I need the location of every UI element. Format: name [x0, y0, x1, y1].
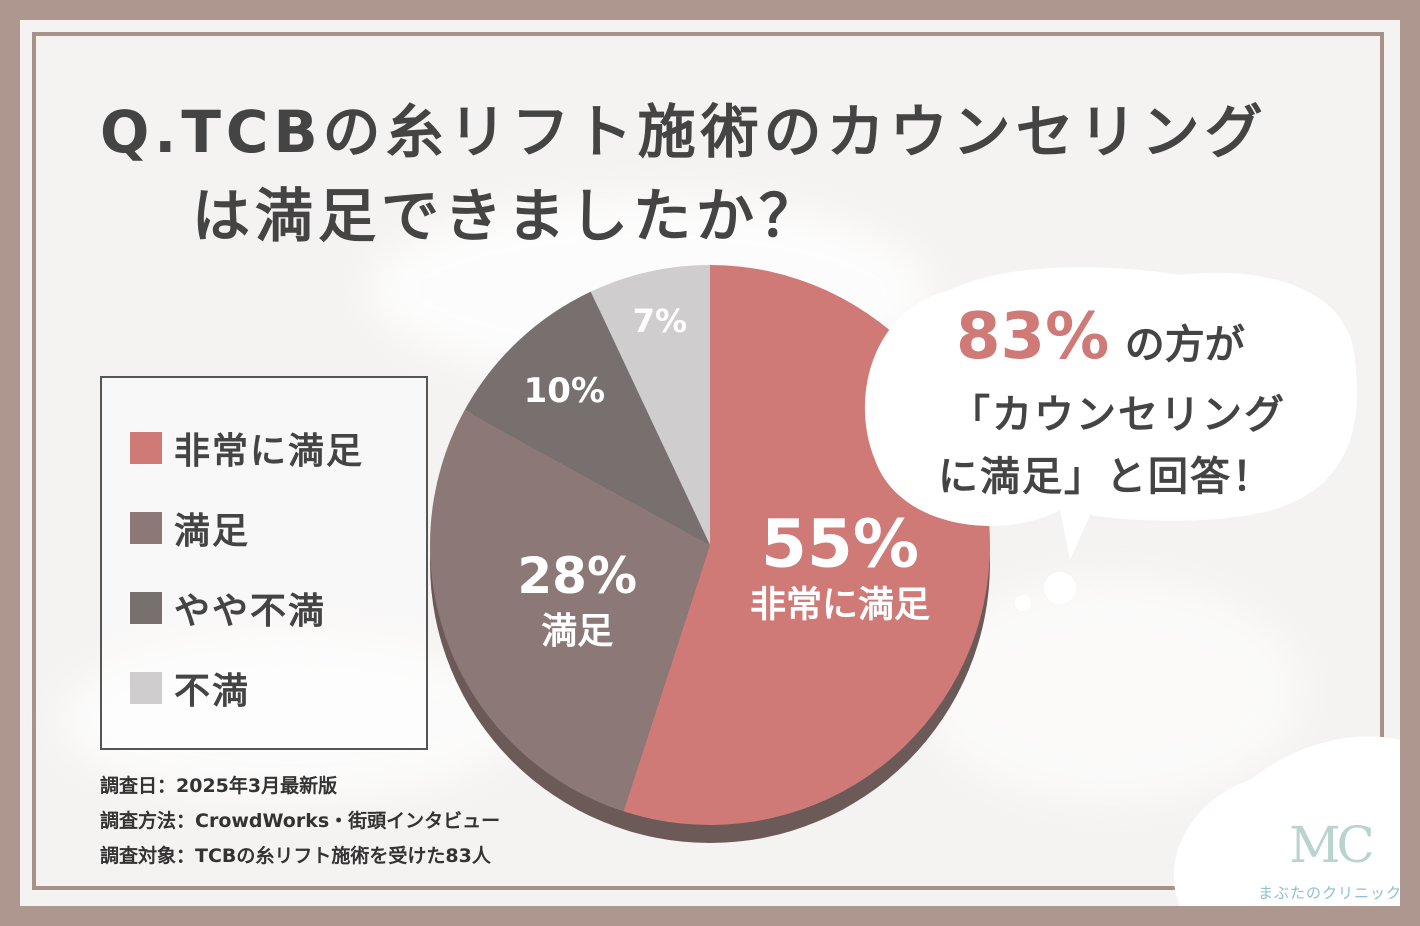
- note-survey-method: 調査方法：CrowdWorks・街頭インタビュー: [100, 810, 501, 832]
- note-survey-date: 調査日：2025年3月最新版: [100, 775, 338, 797]
- legend-label: 満足: [174, 511, 251, 552]
- slice-percent-label-3: 7%: [633, 302, 687, 340]
- chart-title: Q.TCBの糸リフト施術のカウンセリング は満足できましたか？: [100, 90, 1268, 258]
- logo-mark: MC: [1289, 816, 1374, 874]
- title-line-1: Q.TCBの糸リフト施術のカウンセリング: [100, 98, 1268, 166]
- slice-percent-label-0: 55%: [761, 506, 919, 583]
- legend-label: 非常に満足: [174, 431, 365, 472]
- bubble-dot-small: [1015, 595, 1031, 611]
- legend-swatch: [130, 672, 162, 704]
- legend: 非常に満足 満足 やや不満 不満: [100, 376, 428, 750]
- slice-percent-label-2: 10%: [524, 371, 605, 411]
- slice-percent-label-1: 28%: [517, 547, 637, 605]
- legend-swatch: [130, 432, 162, 464]
- title-line-2: は満足できましたか？: [192, 182, 823, 250]
- legend-label: 不満: [174, 671, 251, 712]
- logo-name: まぶたのクリニック: [1257, 884, 1400, 902]
- legend-swatch: [130, 592, 162, 624]
- slice-category-label-1: 満足: [541, 611, 613, 652]
- survey-notes: 調査日：2025年3月最新版 調査方法：CrowdWorks・街頭インタビュー …: [100, 772, 500, 877]
- callout-line-1: 83% の方が: [956, 300, 1245, 374]
- legend-item-satisfied: 満足: [130, 502, 250, 554]
- slice-category-label-0: 非常に満足: [750, 585, 930, 626]
- logo-backdrop: [1173, 736, 1400, 906]
- legend-item-very-satisfied: 非常に満足: [130, 422, 364, 474]
- callout-line-3: に満足」と回答！: [938, 454, 1274, 500]
- speech-bubble-shape: [864, 267, 1358, 560]
- pie-slice-2: [464, 291, 710, 545]
- pie-slice-1: [429, 410, 710, 812]
- legend-label: やや不満: [174, 591, 327, 632]
- speech-bubble: [864, 267, 1358, 611]
- inner-frame: [32, 32, 1384, 890]
- callout-percent: 83%: [956, 300, 1110, 374]
- note-survey-target: 調査対象：TCBの糸リフト施術を受けた83人: [100, 845, 491, 867]
- legend-swatch: [130, 512, 162, 544]
- bubble-dot-large: [1044, 572, 1076, 604]
- legend-item-dissatisfied: 不満: [130, 662, 250, 714]
- infographic-card: Q.TCBの糸リフト施術のカウンセリング は満足できましたか？ 非常に満足 満足…: [20, 20, 1400, 906]
- legend-item-slightly-dissatisfied: やや不満: [130, 582, 326, 634]
- callout-line-2: 「カウンセリング: [950, 392, 1286, 438]
- pie-chart: 55%非常に満足 28% 満足 10% 7%: [429, 265, 990, 843]
- pie-slice-3: [590, 265, 710, 545]
- callout-text-1: の方が: [1124, 322, 1245, 368]
- clinic-logo: MC まぶたのクリニック: [1250, 818, 1400, 903]
